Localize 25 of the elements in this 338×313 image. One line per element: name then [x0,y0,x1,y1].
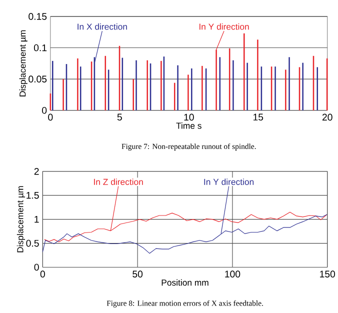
x-tick-label: 5 [117,114,122,121]
x-axis-title: Position mm [162,279,208,286]
y-tick-label: 0.5 [26,240,39,247]
x-tick-label: 50 [132,270,143,278]
x-tick-label: 0 [48,114,53,121]
y-tick-label: 2 [34,168,39,175]
y-tick-label: 0 [34,264,39,271]
annotation: In Y direction [204,178,254,186]
x-tick-label: 150 [320,270,336,278]
annotation: In Y direction [199,24,249,30]
x-tick-label: 10 [184,114,194,121]
x-tick-label: 20 [322,114,332,121]
x-tick-label: 100 [225,270,240,278]
y-axis-title: Displacement µm [19,30,28,96]
y-tick-label: 0.1 [34,44,47,52]
x-axis-title: Time s [176,122,202,129]
y-axis-title: Displacement µm [16,186,26,252]
x-tick-label: 15 [253,114,264,121]
y-tick-label: 0.15 [28,13,47,20]
y-tick-label: 0.05 [28,76,47,83]
y-tick-label: 0 [42,107,47,114]
y-tick-label: 1 [34,216,39,223]
annotation: In X direction [78,24,127,30]
y-tick-label: 1.5 [26,192,39,199]
annotation: In Z direction [94,178,143,186]
